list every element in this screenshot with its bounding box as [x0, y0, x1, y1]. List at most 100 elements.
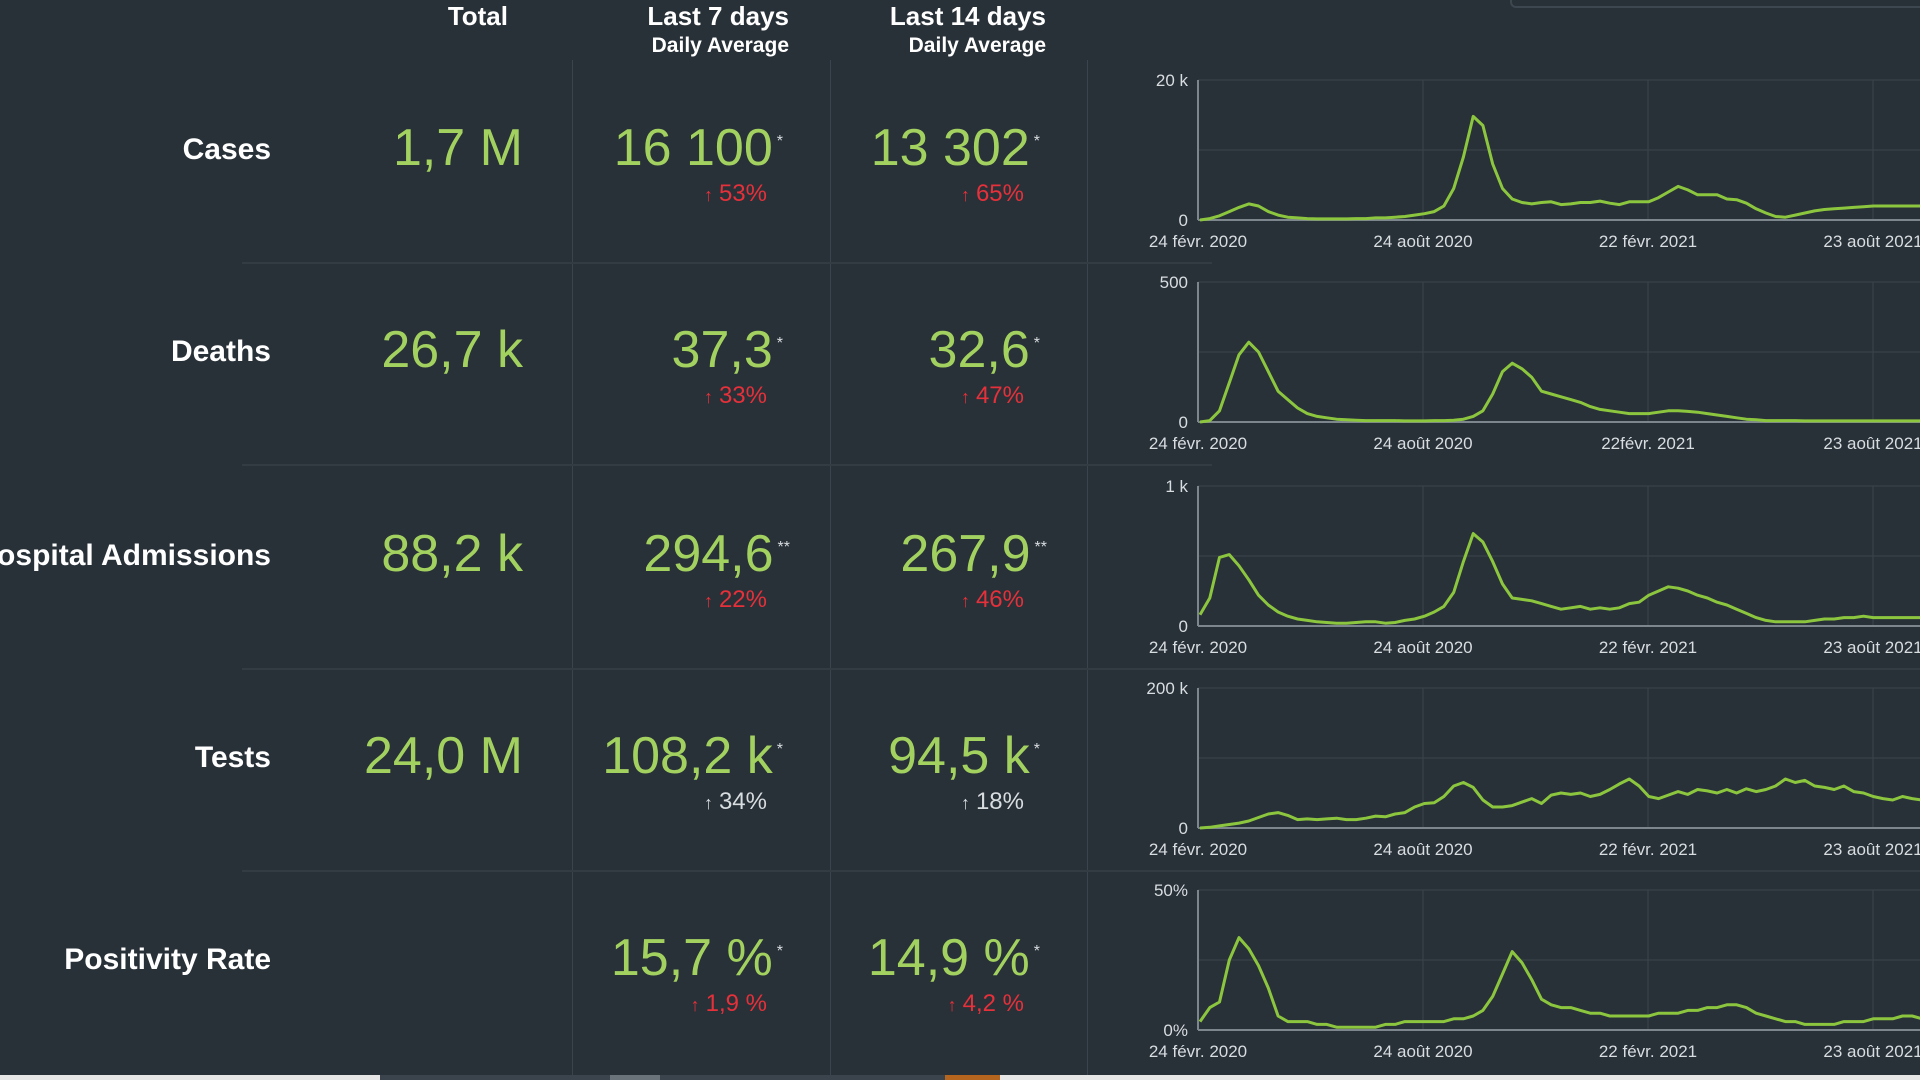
x-tick-label: 24 févr. 2020: [1149, 1042, 1247, 1061]
last7-change-value: 1,9 %: [705, 990, 767, 1017]
last7-number: 294,6: [643, 525, 774, 583]
last7-change: ↑ 53%: [704, 180, 767, 209]
trend-chart[interactable]: 500 0 24 févr. 2020 24 août 2020 22févr. 202…: [1140, 262, 1920, 462]
row-divider: [242, 870, 1920, 872]
last14-footnote-mark: **: [1034, 539, 1047, 556]
x-tick-label: 24 févr. 2020: [1149, 434, 1247, 453]
row-label-positivity-rate: Positivity Rate: [64, 943, 271, 976]
strip-segment: [610, 1075, 660, 1080]
trend-chart[interactable]: 200 k 0 24 févr. 2020 24 août 2020 22 févr. …: [1140, 668, 1920, 868]
header-last14-title: Last 14 days: [889, 1, 1046, 31]
y-tick-label-bottom: 0: [1179, 617, 1188, 636]
last7-change-value: 34%: [718, 788, 767, 815]
last7-number: 15,7 %: [610, 929, 773, 987]
last14-number: 94,5 k: [888, 727, 1030, 785]
x-tick-label: 22févr. 2021: [1601, 434, 1695, 453]
header-last14: Last 14 days Daily Average: [890, 0, 1046, 60]
strip-segment: [1000, 1075, 1920, 1080]
x-tick-label: 24 févr. 2020: [1149, 840, 1247, 859]
last7-change: ↑ 34%: [704, 788, 767, 817]
arrow-up-icon: ↑: [960, 591, 970, 611]
header-last7-sub: Daily Average: [651, 34, 789, 57]
last14-change: ↑ 65%: [961, 180, 1024, 209]
series-line: [1199, 777, 1920, 830]
last14-footnote-mark: *: [1033, 741, 1040, 758]
x-tick-label: 24 août 2020: [1373, 1042, 1472, 1061]
y-tick-label-top: 1 k: [1165, 477, 1188, 496]
last7-value: 37,3 *: [672, 320, 783, 380]
last7-footnote-mark: **: [777, 539, 790, 556]
last7-number: 108,2 k: [602, 727, 773, 785]
series-line: [1198, 532, 1920, 625]
strip-segment: [380, 1075, 610, 1080]
column-divider: [830, 60, 831, 1080]
trend-chart[interactable]: 20 k 0 24 févr. 2020 24 août 2020 22 févr. 2…: [1140, 60, 1920, 260]
row-label-tests: Tests: [194, 741, 271, 774]
x-tick-label: 22 févr. 2021: [1599, 1042, 1697, 1061]
last14-number: 267,9: [900, 525, 1031, 583]
last7-change-value: 33%: [718, 382, 767, 409]
row-divider: [242, 464, 1212, 466]
header-total: Total: [448, 0, 508, 32]
last7-number: 37,3: [671, 321, 773, 379]
last7-footnote-mark: *: [776, 943, 783, 960]
arrow-up-icon: ↑: [947, 995, 957, 1015]
last7-value: 294,6 **: [643, 524, 790, 584]
y-tick-label-top: 200 k: [1146, 679, 1188, 698]
y-tick-label-bottom: 0: [1179, 819, 1188, 838]
total-value: 26,7 k: [381, 321, 523, 379]
last7-footnote-mark: *: [776, 133, 783, 150]
last7-value: 108,2 k *: [602, 726, 783, 786]
y-tick-label-top: 500: [1160, 273, 1188, 292]
total-value: 1,7 M: [392, 119, 523, 177]
header-last7: Last 7 days Daily Average: [647, 0, 789, 60]
arrow-up-icon: ↑: [703, 185, 713, 205]
last7-change: ↑ 33%: [704, 382, 767, 411]
x-tick-label: 23 août 2021: [1823, 434, 1920, 453]
x-tick-label: 24 août 2020: [1373, 434, 1472, 453]
row-divider: [242, 262, 1212, 264]
header-last7-title: Last 7 days: [647, 1, 789, 31]
x-tick-label: 24 févr. 2020: [1149, 638, 1247, 657]
x-tick-label: 23 août 2021: [1823, 232, 1920, 251]
trend-chart[interactable]: 50% 0% 24 févr. 2020 24 août 2020 22 févr. 2…: [1140, 870, 1920, 1070]
x-tick-label: 22 févr. 2021: [1599, 840, 1697, 859]
last14-value: 13 302 *: [871, 118, 1040, 178]
arrow-up-icon: ↑: [703, 591, 713, 611]
x-tick-label: 24 août 2020: [1373, 638, 1472, 657]
trend-chart[interactable]: 1 k 0 24 févr. 2020 24 août 2020 22 févr. 20…: [1140, 466, 1920, 666]
column-divider: [1087, 60, 1088, 1080]
last14-number: 13 302: [870, 119, 1030, 177]
last14-change: ↑ 47%: [961, 382, 1024, 411]
bottom-scroll-strip: [0, 1075, 1920, 1080]
x-tick-label: 22 févr. 2021: [1599, 638, 1697, 657]
last7-value: 16 100 *: [614, 118, 783, 178]
arrow-up-icon: ↑: [703, 793, 713, 813]
total-value: 88,2 k: [381, 525, 523, 583]
last14-footnote-mark: *: [1033, 943, 1040, 960]
last14-change: ↑ 46%: [961, 586, 1024, 615]
last14-value: 94,5 k *: [888, 726, 1040, 786]
x-tick-label: 24 août 2020: [1373, 232, 1472, 251]
row-label-cases: Cases: [182, 133, 271, 166]
last14-change-value: 46%: [975, 586, 1024, 613]
last7-number: 16 100: [613, 119, 773, 177]
x-tick-label: 23 août 2021: [1823, 840, 1920, 859]
arrow-up-icon: ↑: [960, 793, 970, 813]
x-tick-label: 23 août 2021: [1823, 638, 1920, 657]
last14-value: 14,9 % *: [868, 928, 1040, 988]
series-line: [1199, 340, 1920, 424]
last7-value: 15,7 % *: [611, 928, 783, 988]
y-tick-label-top: 50%: [1154, 881, 1188, 900]
x-tick-label: 24 août 2020: [1373, 840, 1472, 859]
y-tick-label-bottom: 0%: [1163, 1021, 1188, 1040]
last14-change-value: 65%: [975, 180, 1024, 207]
top-panel-edge: [1510, 0, 1920, 8]
row-divider: [242, 668, 1920, 670]
last14-number: 14,9 %: [867, 929, 1030, 987]
last14-footnote-mark: *: [1033, 335, 1040, 352]
last14-change-value: 4,2 %: [962, 990, 1024, 1017]
header-total-title: Total: [447, 1, 508, 31]
y-tick-label-bottom: 0: [1179, 413, 1188, 432]
last14-number: 32,6: [928, 321, 1030, 379]
